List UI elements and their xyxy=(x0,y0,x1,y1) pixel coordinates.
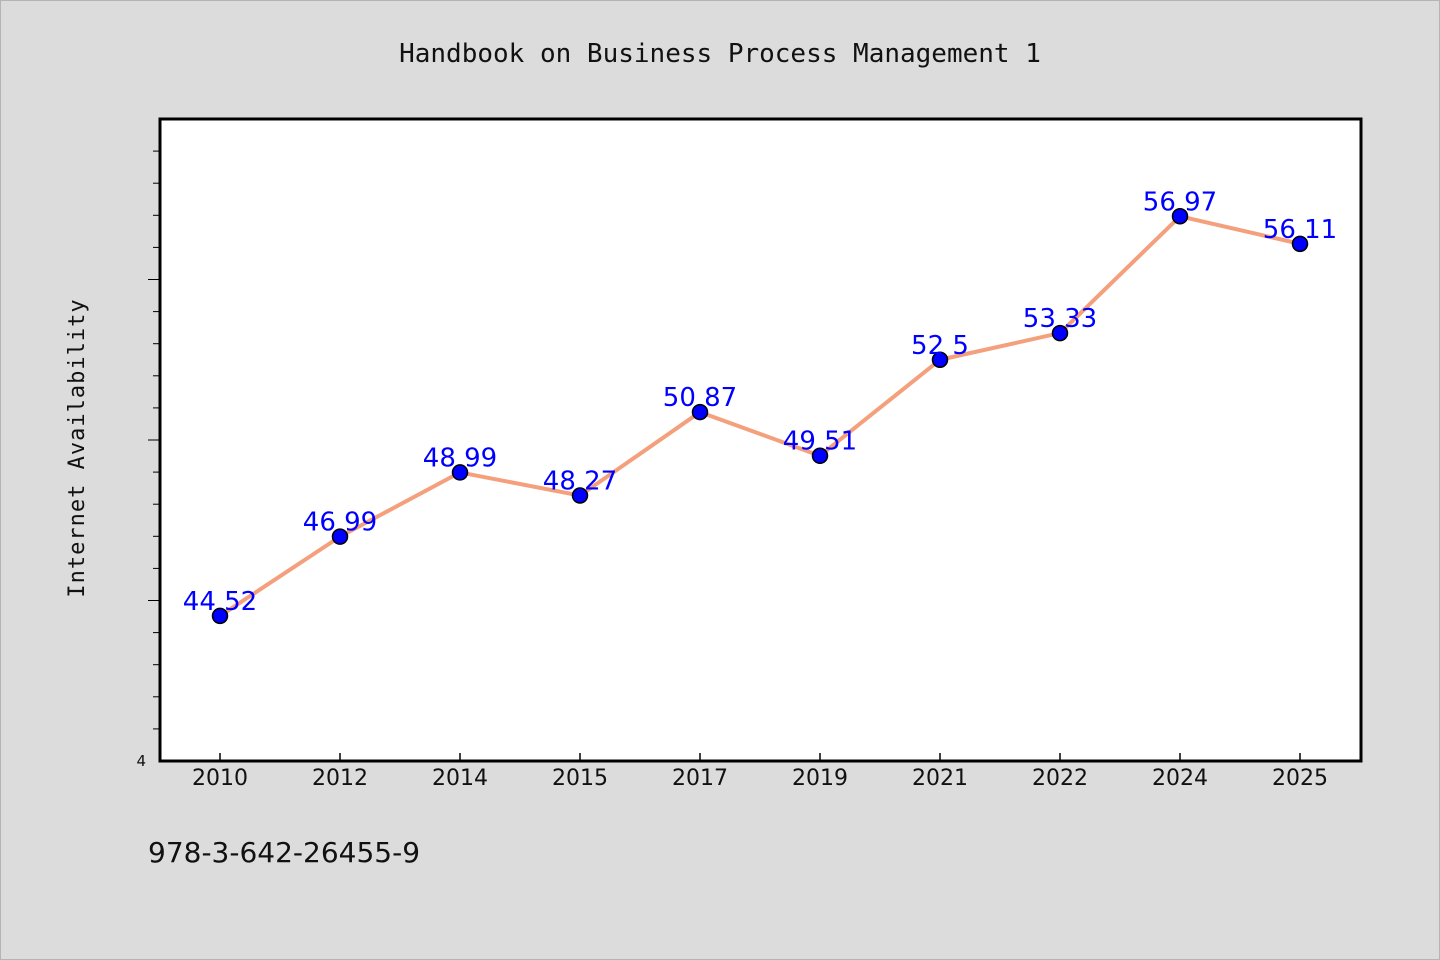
data-point xyxy=(1171,208,1189,225)
data-label: 56 11 xyxy=(1263,215,1337,245)
data-point xyxy=(1051,324,1069,342)
data-point xyxy=(331,528,349,545)
x-tick-label: 2019 xyxy=(792,766,848,791)
series-line xyxy=(218,214,1302,618)
x-tick-label: 2021 xyxy=(912,766,968,791)
x-tick-label: 2017 xyxy=(672,766,728,791)
data-label: 50 87 xyxy=(663,383,737,413)
x-tick-label: 2012 xyxy=(312,766,368,791)
x-tick-label: 2024 xyxy=(1152,766,1208,791)
series-layer: 44 52 46 99 48 99 48 27 50 87 49 51 52 5 53 33 5… xyxy=(183,187,1337,625)
x-tick-label: 2025 xyxy=(1272,766,1328,791)
data-label: 44 52 xyxy=(183,587,257,617)
data-label: 52 5 xyxy=(911,331,969,361)
plot-area xyxy=(158,117,1363,763)
data-point xyxy=(811,447,829,464)
x-tick-label: 2010 xyxy=(192,766,248,791)
data-label: 53 33 xyxy=(1023,304,1097,334)
x-tick-label: 2015 xyxy=(552,766,608,791)
data-point xyxy=(451,464,469,481)
data-point xyxy=(931,351,949,368)
x-axis-ticks: 2010 2012 2014 2015 2017 2019 2021 2022 2024 2025 xyxy=(192,753,1328,791)
data-label: 49 51 xyxy=(783,427,857,457)
data-point xyxy=(691,403,709,421)
isbn-footer: 978-3-642-26455-9 xyxy=(148,836,420,869)
data-point xyxy=(571,487,589,504)
y-axis-label: Internet Availability xyxy=(65,298,90,597)
data-label: 48 99 xyxy=(423,443,497,473)
chart-title: Handbook on Business Process Management … xyxy=(399,39,1041,69)
x-tick-label: 2022 xyxy=(1032,766,1088,791)
data-label: 48 27 xyxy=(543,467,617,497)
data-point xyxy=(1291,235,1309,253)
data-point xyxy=(211,607,229,625)
y-tick-label: 4 xyxy=(136,752,146,770)
x-tick-label: 2014 xyxy=(432,766,488,791)
y-axis-ticks: 4 xyxy=(136,150,160,770)
data-label: 46 99 xyxy=(303,508,377,538)
data-label: 56 97 xyxy=(1143,187,1217,217)
